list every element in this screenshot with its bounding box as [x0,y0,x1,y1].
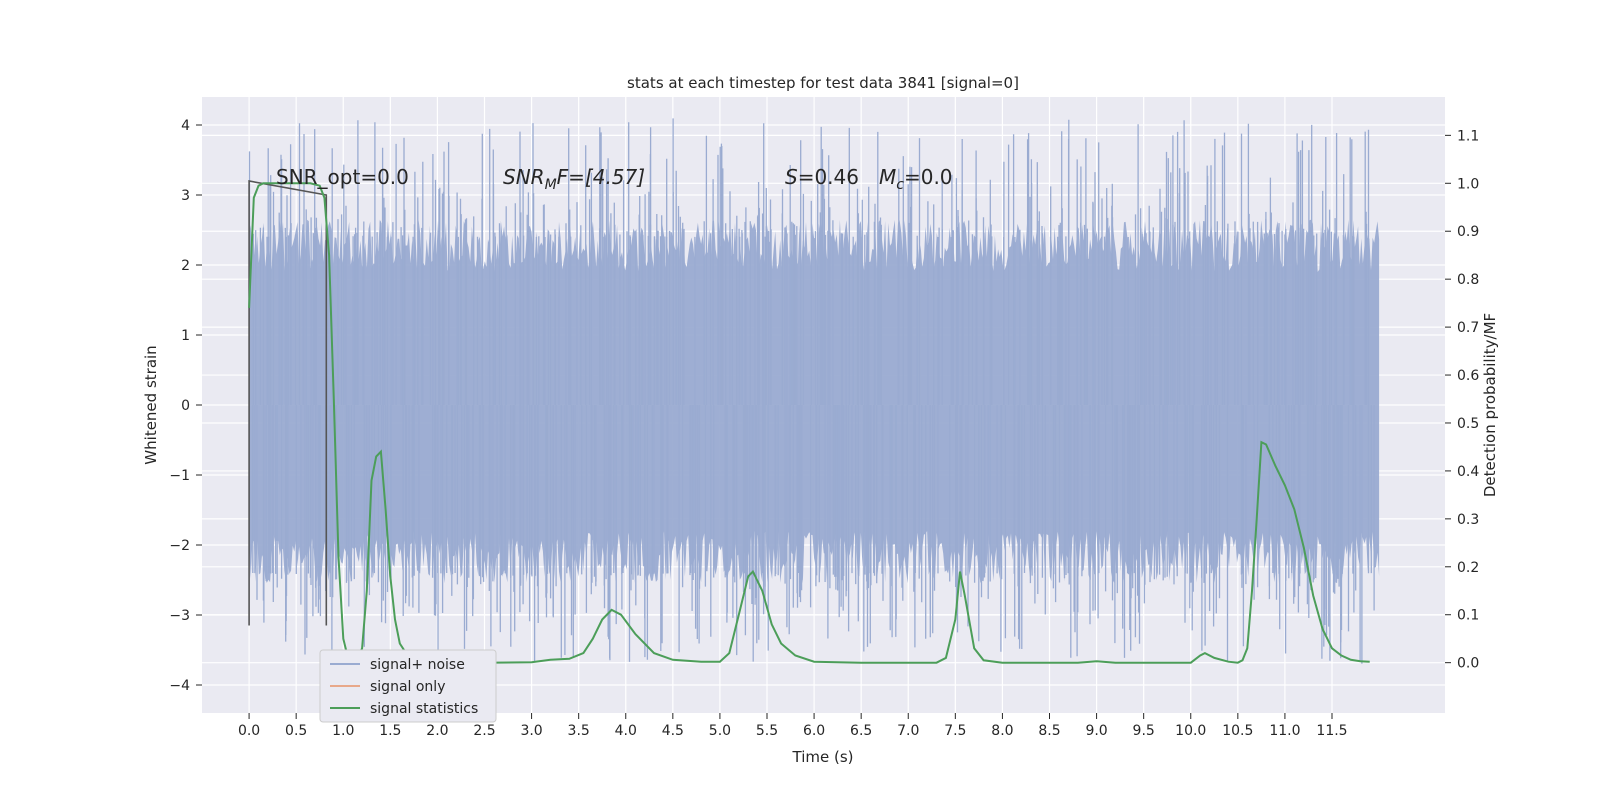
x-tick-label: 1.0 [332,723,354,739]
x-tick-label: 11.0 [1269,723,1300,739]
annotation-snr-opt: SNR_opt=0.0 [276,165,409,189]
x-tick-label: 1.5 [379,723,401,739]
y-tick-label: −2 [169,538,190,554]
y-axis-ticks: −4 −3 −2 −1 0 1 2 3 4 [169,118,202,694]
legend-label-signal-only: signal only [370,679,445,695]
x-tick-label: 7.5 [944,723,966,739]
y-tick-label: 0 [181,398,190,414]
y2-tick-label: 0.3 [1457,512,1479,528]
x-tick-label: 3.5 [568,723,590,739]
x-tick-label: 11.5 [1316,723,1347,739]
series-signal-noise-spikes [248,118,1375,664]
x-tick-label: 6.5 [850,723,872,739]
legend: signal+ noise signal only signal statist… [319,649,497,723]
legend-label-signal-noise: signal+ noise [370,657,465,673]
x-tick-label: 10.0 [1175,723,1206,739]
x-tick-label: 8.5 [1038,723,1060,739]
x-tick-label: 7.0 [897,723,919,739]
x-tick-label: 5.0 [709,723,731,739]
x-tick-label: 8.0 [991,723,1013,739]
legend-label-signal-statistics: signal statistics [370,701,478,717]
y2-tick-label: 0.0 [1457,656,1479,672]
x-tick-label: 10.5 [1222,723,1253,739]
y2-axis-ticks: 0.0 0.1 0.2 0.3 0.4 0.5 0.6 0.7 0.8 0.9 1.0 1.1 [1445,128,1479,672]
y2-axis-label: Detection probability/MF [1481,313,1499,497]
y2-tick-label: 0.4 [1457,464,1479,480]
y2-tick-label: 0.5 [1457,416,1479,432]
annotation-mc: Mc=0.0 [879,165,953,193]
y-tick-label: 2 [181,258,190,274]
x-tick-label: 2.0 [426,723,448,739]
x-tick-label: 0.5 [285,723,307,739]
x-tick-label: 3.0 [520,723,542,739]
y-tick-label: −3 [169,608,190,624]
chart-title: stats at each timestep for test data 384… [627,74,1019,92]
series-signal-only [248,180,328,626]
x-axis-ticks: 0.0 0.5 1.0 1.5 2.0 2.5 3.0 3.5 4.0 4.5 5.0 5.5 6.0 6… [238,713,1348,739]
y-tick-label: 1 [181,328,190,344]
y2-tick-label: 0.8 [1457,272,1479,288]
x-tick-label: 4.5 [662,723,684,739]
y2-tick-label: 0.2 [1457,560,1479,576]
y2-tick-label: 0.1 [1457,608,1479,624]
annotation-s: S=0.46 [785,165,859,189]
y2-tick-label: 1.0 [1457,176,1479,192]
y2-tick-label: 0.6 [1457,368,1479,384]
x-tick-label: 2.5 [473,723,495,739]
x-tick-label: 4.0 [615,723,637,739]
x-tick-label: 0.0 [238,723,260,739]
y2-tick-label: 0.7 [1457,320,1479,336]
y-axis-label: Whitened strain [142,345,160,464]
x-axis-label: Time (s) [792,748,854,766]
x-tick-label: 9.5 [1133,723,1155,739]
x-tick-label: 5.5 [756,723,778,739]
annotation-snr-mf: SNRMF=[4.57] [503,165,645,193]
x-tick-label: 6.0 [803,723,825,739]
y-tick-label: −1 [169,468,190,484]
legend-box [319,649,497,723]
y-tick-label: −4 [169,678,190,694]
x-tick-label: 9.0 [1085,723,1107,739]
y2-tick-label: 1.1 [1457,128,1479,144]
y-tick-label: 4 [181,118,190,134]
y2-tick-label: 0.9 [1457,224,1479,240]
y-tick-label: 3 [181,188,190,204]
